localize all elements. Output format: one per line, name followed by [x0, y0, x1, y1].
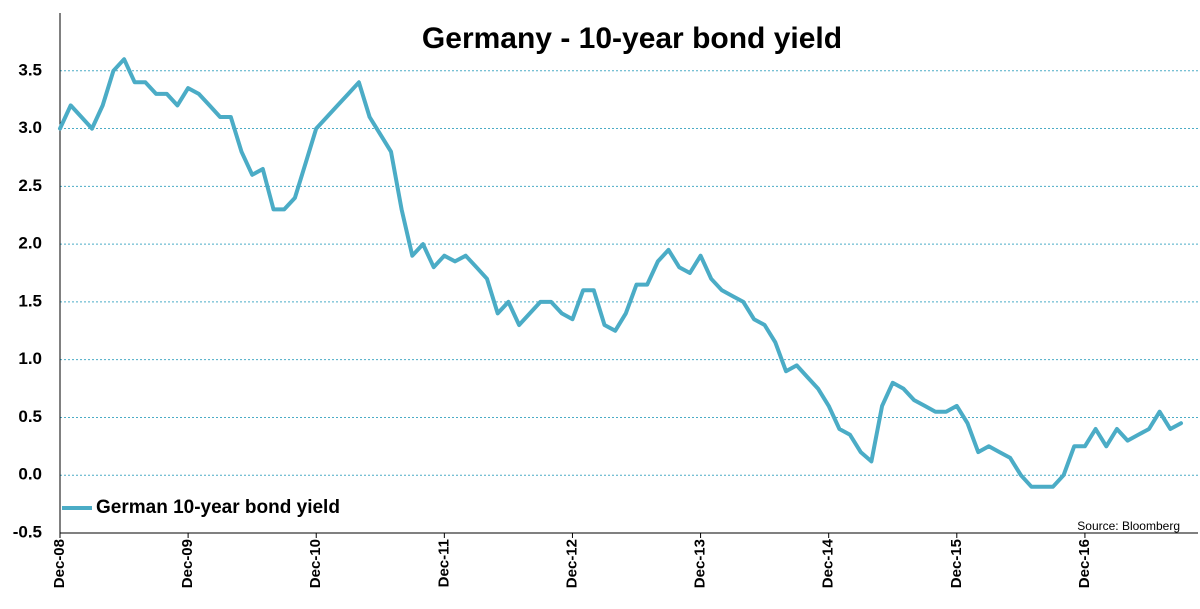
x-tick-label: Dec-15	[948, 539, 965, 588]
x-tick-label: Dec-14	[820, 538, 837, 588]
chart-title: Germany - 10-year bond yield	[422, 22, 842, 55]
x-tick-label: Dec-12	[563, 539, 580, 588]
y-tick-label: 2.0	[18, 234, 42, 253]
y-tick-label: 1.0	[18, 349, 42, 368]
y-tick-label: 2.5	[18, 176, 42, 195]
x-tick-label: Dec-16	[1076, 539, 1093, 588]
source-note: Source: Bloomberg	[1077, 519, 1180, 533]
legend-label: German 10-year bond yield	[96, 497, 340, 518]
y-tick-label: 3.0	[18, 118, 42, 137]
y-tick-label: 0.5	[18, 407, 42, 426]
y-tick-label: 1.5	[18, 291, 42, 310]
x-tick-label: Dec-09	[179, 539, 196, 588]
x-tick-label: Dec-08	[51, 539, 68, 588]
y-tick-label: 3.5	[18, 60, 42, 79]
x-tick-label: Dec-13	[692, 539, 709, 588]
x-tick-label: Dec-10	[307, 539, 324, 588]
y-tick-label: 0.0	[18, 465, 42, 484]
y-tick-label: -0.5	[13, 522, 42, 541]
x-tick-label: Dec-11	[435, 539, 452, 587]
data-line	[58, 57, 1183, 489]
